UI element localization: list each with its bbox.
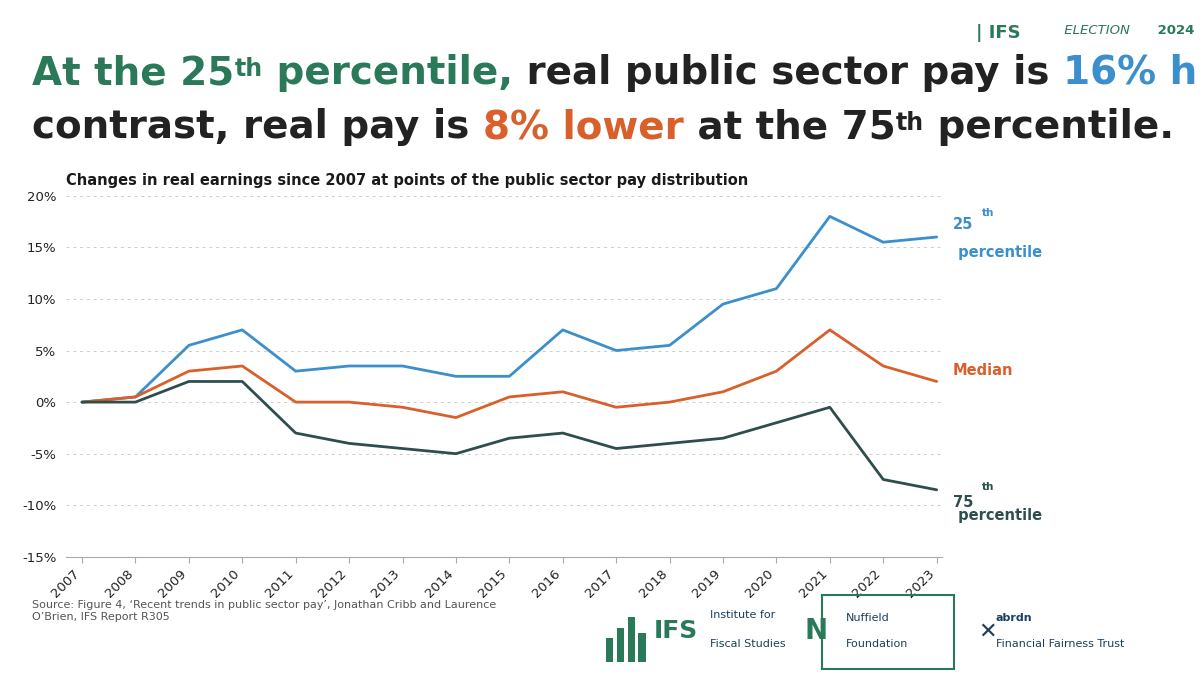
Text: Institute for: Institute for — [710, 610, 775, 620]
Text: 75: 75 — [953, 495, 973, 510]
Text: percentile: percentile — [953, 508, 1042, 523]
Text: | IFS: | IFS — [976, 24, 1020, 42]
Text: ELECTION: ELECTION — [1060, 24, 1129, 36]
Text: IFS: IFS — [654, 619, 698, 643]
Bar — [628, 617, 635, 662]
Bar — [638, 633, 646, 662]
Text: 8% lower: 8% lower — [484, 109, 684, 146]
Text: ✕: ✕ — [978, 621, 997, 641]
Text: 16% higher: 16% higher — [1063, 55, 1200, 92]
Text: th: th — [982, 481, 995, 491]
Text: Median: Median — [953, 363, 1013, 379]
Text: real public sector pay is: real public sector pay is — [512, 55, 1063, 92]
Text: contrast, real pay is: contrast, real pay is — [32, 109, 484, 146]
Text: percentile: percentile — [953, 245, 1042, 261]
Text: 25: 25 — [953, 217, 973, 232]
Text: at the 75: at the 75 — [684, 109, 895, 146]
Text: Fiscal Studies: Fiscal Studies — [710, 639, 786, 649]
Text: percentile.: percentile. — [924, 109, 1174, 146]
Text: Changes in real earnings since 2007 at points of the public sector pay distribut: Changes in real earnings since 2007 at p… — [66, 173, 749, 188]
Text: percentile,: percentile, — [263, 55, 512, 92]
Text: Financial Fairness Trust: Financial Fairness Trust — [996, 639, 1124, 649]
Text: Nuffield: Nuffield — [846, 613, 889, 623]
Text: Foundation: Foundation — [846, 639, 908, 649]
Text: N: N — [805, 617, 828, 645]
Text: 2024: 2024 — [1153, 24, 1194, 36]
Text: abrdn: abrdn — [996, 613, 1033, 623]
Bar — [606, 638, 613, 662]
Bar — [617, 628, 624, 662]
Text: th: th — [982, 209, 995, 219]
Text: th: th — [235, 57, 263, 81]
Text: th: th — [895, 111, 924, 135]
Text: At the 25: At the 25 — [32, 55, 235, 92]
Text: Source: Figure 4, ‘Recent trends in public sector pay’, Jonathan Cribb and Laure: Source: Figure 4, ‘Recent trends in publ… — [32, 601, 497, 622]
